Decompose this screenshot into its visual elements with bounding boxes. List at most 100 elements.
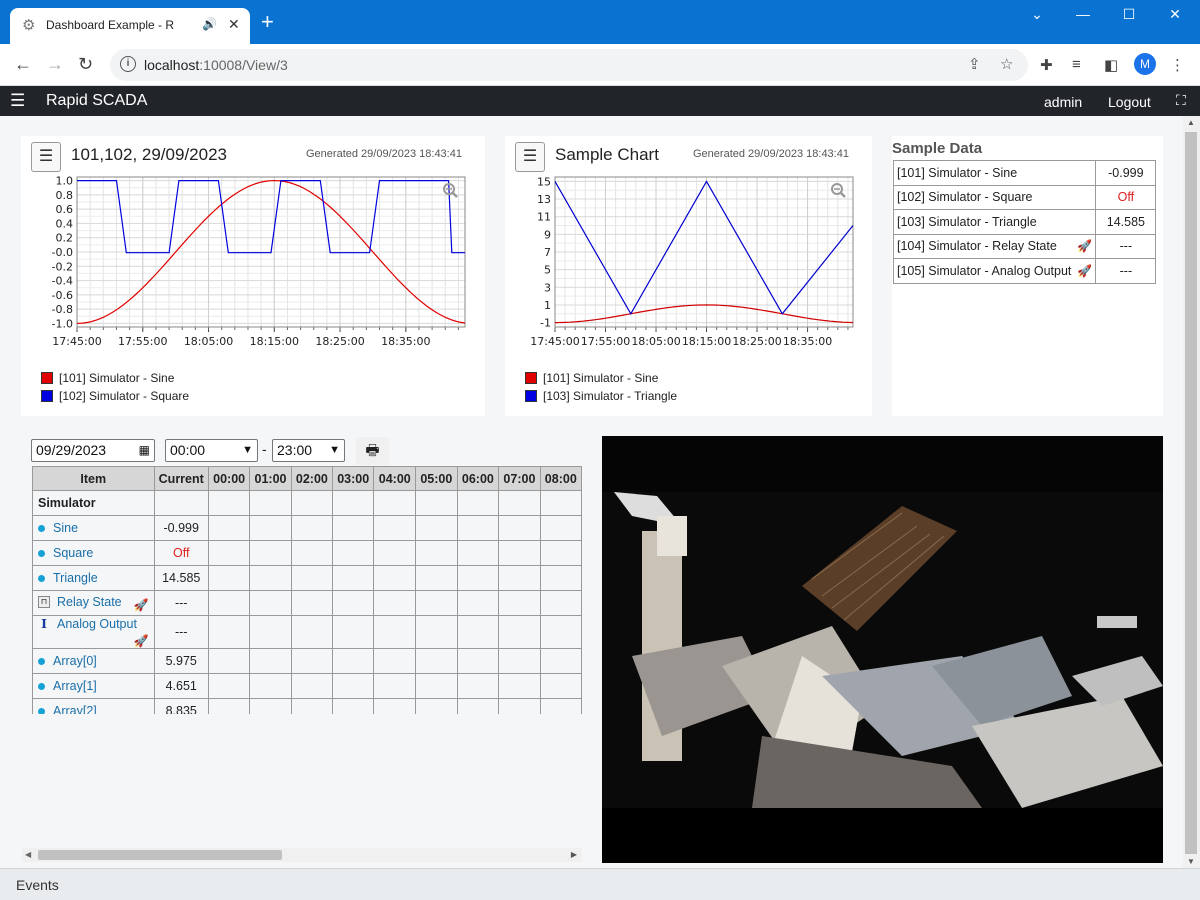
events-bar[interactable]: Events	[0, 868, 1200, 900]
bookmark-star-icon[interactable]: ☆	[1000, 56, 1014, 73]
minimize-icon[interactable]: —	[1076, 6, 1090, 22]
scroll-left-icon[interactable]: ◀	[25, 850, 32, 859]
item-link[interactable]: Square	[53, 546, 94, 560]
item-link[interactable]: Sine	[53, 521, 79, 535]
gear-icon: ⚙	[22, 17, 36, 34]
chart2-legend-triangle[interactable]: [103] Simulator - Triangle	[543, 389, 678, 403]
new-tab-icon[interactable]: +	[261, 9, 274, 34]
address-toolbar: ← → ↻ i localhost:10008/View/3 ⇪ ☆ ✚ ≡ ◧…	[0, 44, 1200, 86]
item-link[interactable]: Array[2]	[53, 704, 97, 714]
time-from-select[interactable]: 00:00 ▼	[165, 439, 258, 462]
window-close-icon[interactable]: ✕	[1169, 6, 1181, 22]
side-panel-icon[interactable]: ◧	[1104, 57, 1119, 74]
send-command-icon[interactable]: 🚀	[1077, 263, 1093, 278]
table-view-scroll-area[interactable]: Item Current 00:00 01:00 02:00 03:00 04:00 05:0…	[32, 466, 582, 714]
chart2-legend-sine[interactable]: [101] Simulator - Sine	[543, 371, 659, 385]
chart1-legend-square[interactable]: [102] Simulator - Square	[59, 389, 190, 403]
vertical-scrollbar[interactable]: ▲ ▼	[1183, 116, 1200, 868]
y-tick-label: -1	[540, 317, 551, 330]
scrollbar-thumb[interactable]	[1185, 132, 1197, 854]
main-menu-icon[interactable]: ☰	[10, 91, 26, 110]
send-command-icon[interactable]: 🚀	[1077, 239, 1093, 254]
tab-search-icon[interactable]: ⌄	[1031, 6, 1043, 22]
reload-icon[interactable]: ↻	[78, 54, 94, 74]
sample-data-label: [102] Simulator - Square	[892, 184, 1097, 210]
y-tick-label: 11	[537, 211, 551, 224]
chart1-legend-sine[interactable]: [101] Simulator - Sine	[59, 371, 175, 385]
hour-cell	[290, 698, 334, 714]
sample-data-label: [101] Simulator - Sine	[892, 160, 1097, 186]
item-cell: Array[1]	[32, 673, 155, 699]
maximize-icon[interactable]: ☐	[1122, 6, 1136, 22]
item-cell: Array[0]	[32, 648, 155, 674]
send-command-icon[interactable]: 🚀	[133, 634, 149, 648]
hour-cell	[332, 648, 375, 674]
speaker-icon[interactable]: 🔊	[202, 17, 217, 31]
hour-cell	[207, 590, 251, 616]
channel-dot-icon	[38, 575, 45, 583]
horizontal-scrollbar[interactable]: ◀ ▶	[22, 848, 582, 862]
tab-close-icon[interactable]: ✕	[228, 16, 240, 32]
item-cell: Sine	[32, 515, 155, 541]
video-player[interactable]	[602, 436, 1163, 863]
item-link[interactable]: Relay State	[57, 594, 122, 609]
time-to-value: 23:00	[277, 442, 313, 458]
zoom-icon[interactable]	[831, 183, 846, 198]
x-tick-label: 18:05:00	[631, 335, 680, 348]
item-link[interactable]: Triangle	[53, 571, 98, 585]
profile-avatar[interactable]: M	[1134, 53, 1156, 75]
hour-cell	[290, 648, 334, 674]
table-row: Array[1] 4.651	[32, 673, 582, 699]
share-icon[interactable]: ⇪	[968, 56, 981, 73]
column-header: 05:00	[415, 466, 458, 491]
sample-data-value: 14.585	[1095, 209, 1157, 235]
extensions-icon[interactable]: ✚	[1040, 57, 1053, 74]
fullscreen-icon[interactable]: ⛶	[1176, 92, 1186, 108]
series-line	[555, 304, 853, 324]
send-command-icon[interactable]: 🚀	[133, 597, 149, 612]
address-bar[interactable]: i localhost:10008/View/3 ⇪ ☆	[110, 49, 1028, 81]
media-controls-icon[interactable]: ≡	[1072, 56, 1081, 73]
scroll-up-icon[interactable]: ▲	[1187, 118, 1195, 127]
chart-card-2	[505, 136, 872, 416]
chart-card-1	[21, 136, 485, 416]
y-tick-label: 0.6	[56, 203, 74, 216]
item-link[interactable]: Analog Output	[57, 617, 137, 631]
print-button[interactable]: 🖶	[356, 437, 389, 465]
hour-cell	[373, 698, 417, 714]
item-cell: Array[2]	[32, 698, 155, 714]
browser-menu-icon[interactable]: ⋮	[1170, 57, 1185, 74]
calendar-icon[interactable]: ▦	[138, 443, 150, 457]
scroll-down-icon[interactable]: ▼	[1187, 857, 1195, 866]
chart1-plot[interactable]: 1.00.80.60.4 0.2-0.0-0.2 -0.4-0.6-0.8-1.0 1…	[21, 170, 485, 360]
hour-cell	[290, 590, 334, 616]
url-text[interactable]: localhost:10008/View/3	[144, 57, 288, 73]
date-input[interactable]: 09/29/2023 ▦	[31, 439, 155, 462]
chart1-legend: [101] Simulator - Sine [102] Simulator -…	[41, 369, 189, 405]
app-brand[interactable]: Rapid SCADA	[46, 92, 148, 109]
hour-cell	[373, 615, 417, 649]
logout-link[interactable]: Logout	[1108, 94, 1151, 110]
hour-cell	[456, 515, 500, 541]
hour-cell	[415, 698, 458, 714]
x-tick-label: 18:05:00	[184, 335, 233, 348]
chart2-menu-button[interactable]: ☰	[515, 142, 545, 172]
chart1-menu-button[interactable]: ☰	[31, 142, 61, 172]
browser-tab[interactable]: ⚙ Dashboard Example - Rapid SCADA 🔊 ✕	[10, 8, 250, 44]
back-icon[interactable]: ←	[14, 54, 32, 74]
time-to-select[interactable]: 23:00 ▼	[272, 439, 345, 462]
hour-cell	[332, 615, 375, 649]
forward-icon[interactable]: →	[46, 54, 64, 74]
item-link[interactable]: Array[1]	[53, 679, 97, 693]
zoom-icon-handle	[840, 192, 846, 198]
scrollbar-thumb[interactable]	[38, 850, 282, 860]
hour-cell	[290, 565, 334, 591]
site-info-icon[interactable]: i	[120, 56, 136, 72]
user-link[interactable]: admin	[1044, 94, 1083, 110]
scroll-right-icon[interactable]: ▶	[570, 850, 577, 859]
zoom-icon[interactable]	[443, 183, 458, 198]
hour-cell	[456, 590, 500, 616]
hour-cell	[415, 540, 458, 566]
item-link[interactable]: Array[0]	[53, 654, 97, 668]
